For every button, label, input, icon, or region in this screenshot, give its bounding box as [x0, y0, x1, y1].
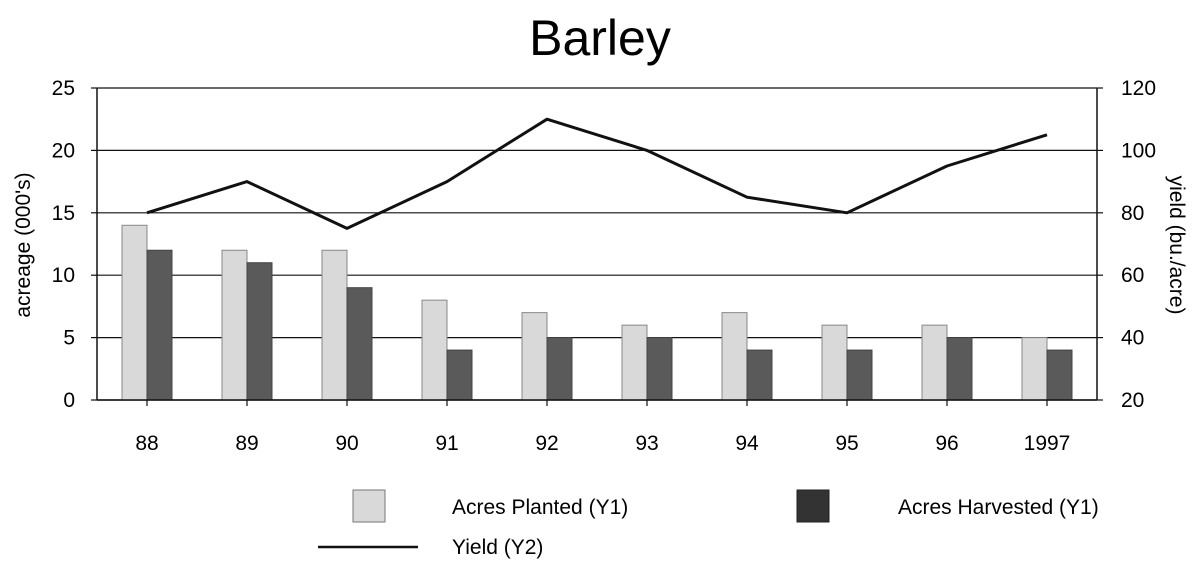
y2-tick-label: 120 — [1121, 77, 1156, 100]
bar-acres-harvested — [946, 337, 973, 401]
bar-acres-harvested — [146, 249, 173, 401]
y1-tick-label: 0 — [63, 389, 75, 412]
legend-label-harvested: Acres Harvested (Y1) — [898, 496, 1099, 519]
bar-acres-harvested — [1046, 349, 1073, 401]
y2-tick-label: 60 — [1121, 264, 1144, 287]
y1-tick-label: 15 — [52, 202, 75, 225]
bar-acres-planted — [721, 312, 748, 401]
axes — [91, 87, 1103, 406]
legend-swatch-planted — [352, 489, 386, 523]
bar-acres-harvested — [446, 349, 473, 401]
bar-acres-planted — [921, 324, 948, 401]
legend-label-yield: Yield (Y2) — [452, 536, 543, 559]
bar-acres-harvested — [246, 262, 273, 401]
y2-axis-label: yield (bu./acre) — [1165, 176, 1188, 315]
bar-acres-planted — [221, 249, 248, 401]
y1-axis-label: acreage (000's) — [12, 172, 35, 317]
bar-acres-harvested — [646, 337, 673, 401]
legend-label-planted: Acres Planted (Y1) — [452, 496, 628, 519]
bar-acres-planted — [321, 249, 348, 401]
bar-acres-harvested — [746, 349, 773, 401]
y1-tick-label: 20 — [52, 139, 75, 162]
y2-tick-label: 40 — [1121, 327, 1144, 350]
bar-acres-planted — [1021, 337, 1048, 401]
y2-tick-labels: 20 40 60 80 100 120 — [1121, 77, 1156, 412]
x-tick-label: 96 — [935, 432, 958, 455]
bar-acres-harvested — [346, 287, 373, 401]
bar-acres-planted — [121, 224, 148, 401]
bar-series — [121, 224, 1073, 401]
line-series — [146, 117, 1048, 230]
legend-swatch-harvested — [796, 489, 830, 523]
x-tick-label: 92 — [535, 432, 558, 455]
x-tick-label: 91 — [435, 432, 458, 455]
bar-acres-planted — [621, 324, 648, 401]
y2-tick-label: 20 — [1121, 389, 1144, 412]
bar-acres-harvested — [846, 349, 873, 401]
y1-tick-labels: 0 5 10 15 20 25 — [52, 77, 75, 412]
bar-acres-planted — [521, 312, 548, 401]
x-tick-label: 1997 — [1024, 432, 1071, 455]
y1-tick-label: 5 — [63, 327, 75, 350]
x-tick-label: 89 — [235, 432, 258, 455]
x-tick-label: 88 — [135, 432, 158, 455]
legend: Acres Planted (Y1) Acres Harvested (Y1) … — [318, 489, 1099, 559]
y1-tick-label: 10 — [52, 264, 75, 287]
bar-acres-planted — [821, 324, 848, 401]
yield-line — [146, 117, 1048, 230]
x-tick-labels: 88 89 90 91 92 93 94 95 96 1997 — [135, 432, 1070, 455]
x-tick-label: 95 — [835, 432, 858, 455]
x-tick-label: 93 — [635, 432, 658, 455]
y2-tick-label: 80 — [1121, 202, 1144, 225]
bar-acres-planted — [421, 299, 448, 401]
y1-tick-label: 25 — [52, 77, 75, 100]
bar-acres-harvested — [546, 337, 573, 401]
x-tick-label: 90 — [335, 432, 358, 455]
chart-title: Barley — [529, 10, 671, 66]
y2-tick-label: 100 — [1121, 139, 1156, 162]
x-tick-label: 94 — [735, 432, 759, 455]
